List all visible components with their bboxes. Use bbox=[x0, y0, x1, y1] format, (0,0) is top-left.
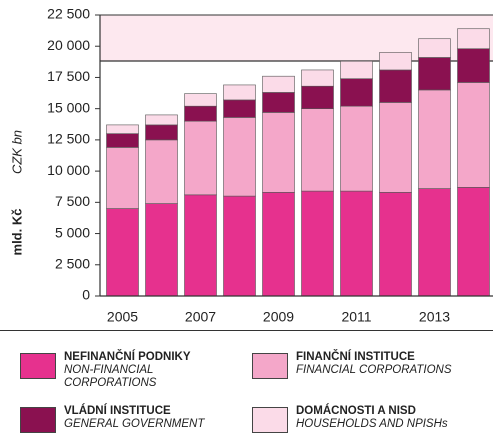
bar-segment bbox=[223, 99, 256, 118]
y-axis-label: mld. Kč bbox=[9, 209, 24, 256]
y-tick-label: 17 500 bbox=[47, 68, 90, 84]
legend-label: DOMÁCNOSTI A NISD bbox=[296, 405, 416, 417]
bar-segment bbox=[262, 75, 295, 93]
bar-segment bbox=[106, 124, 139, 134]
bar-segment bbox=[106, 147, 139, 209]
bar-segment bbox=[106, 133, 139, 148]
bar-segment bbox=[223, 84, 256, 101]
bar-segment bbox=[223, 117, 256, 197]
chart: mld. Kč CZK bn 0 2 500 5 000 7 500 10 000 12 … bbox=[9, 6, 493, 325]
y-axis-label-en: CZK bn bbox=[9, 130, 24, 174]
bar-segment bbox=[184, 194, 217, 297]
bar-segment bbox=[145, 203, 178, 297]
legend-swatch bbox=[252, 407, 288, 433]
x-tick-label: 2011 bbox=[341, 309, 371, 325]
bar-segment bbox=[106, 208, 139, 297]
legend-label: NEFINANČNÍ PODNIKY bbox=[64, 351, 191, 363]
legend-text: NEFINANČNÍ PODNIKY NON-FINANCIAL CORPORAT… bbox=[64, 351, 214, 390]
bar-segment bbox=[301, 85, 334, 109]
y-tick-label: 15 000 bbox=[47, 99, 90, 115]
y-tick-label: 0 bbox=[82, 287, 90, 303]
bar-segment bbox=[301, 190, 334, 297]
bar-segment bbox=[457, 48, 490, 83]
bar-segment bbox=[340, 78, 373, 107]
legend-swatch bbox=[20, 407, 56, 433]
bar-segment bbox=[379, 192, 412, 297]
bar-segment bbox=[457, 187, 490, 297]
legend-swatch bbox=[20, 353, 56, 379]
bar-segment bbox=[418, 188, 451, 297]
legend-label: FINANČNÍ INSTITUCE bbox=[296, 351, 415, 363]
legend-label: FINANCIAL CORPORATIONS bbox=[296, 364, 452, 376]
y-tick-label: 5 000 bbox=[55, 224, 90, 240]
legend-label: GENERAL GOVERNMENT bbox=[64, 418, 205, 430]
legend-item: DOMÁCNOSTI A NISD HOUSEHOLDS AND NPISHs bbox=[252, 405, 486, 433]
legend-text: DOMÁCNOSTI A NISD HOUSEHOLDS AND NPISHs bbox=[296, 405, 486, 431]
bar-segment bbox=[223, 195, 256, 297]
bar-segment bbox=[457, 28, 490, 50]
legend-item: VLÁDNÍ INSTITUCE GENERAL GOVERNMENT bbox=[20, 405, 214, 433]
legend-swatch bbox=[252, 353, 288, 379]
bar-segment bbox=[418, 38, 451, 58]
bar-segment bbox=[184, 105, 217, 122]
y-tick-label: 20 000 bbox=[47, 37, 90, 53]
legend-label: VLÁDNÍ INSTITUCE bbox=[64, 405, 171, 417]
bar-segment bbox=[184, 120, 217, 196]
bar-segment bbox=[340, 190, 373, 297]
bar-segment bbox=[457, 82, 490, 188]
x-tick-label: 2005 bbox=[107, 309, 138, 325]
y-tick-label: 7 500 bbox=[55, 193, 90, 209]
bar-segment bbox=[262, 192, 295, 297]
x-tick-label: 2009 bbox=[263, 309, 294, 325]
bar-segment bbox=[379, 69, 412, 103]
legend: NEFINANČNÍ PODNIKY NON-FINANCIAL CORPORAT… bbox=[0, 330, 493, 440]
bar-segment bbox=[145, 139, 178, 204]
bar-segment bbox=[379, 102, 412, 193]
bar-segment bbox=[340, 60, 373, 79]
y-tick-label: 12 500 bbox=[47, 131, 90, 147]
bar-segment bbox=[145, 114, 178, 126]
legend-label: NON-FINANCIAL CORPORATIONS bbox=[64, 364, 157, 389]
x-tick-label: 2013 bbox=[419, 309, 450, 325]
bar-segment bbox=[184, 93, 217, 107]
legend-label: HOUSEHOLDS AND NPISHs bbox=[296, 418, 448, 430]
legend-text: VLÁDNÍ INSTITUCE GENERAL GOVERNMENT bbox=[64, 405, 214, 431]
bar-segment bbox=[340, 105, 373, 192]
x-tick-label: 2007 bbox=[185, 309, 216, 325]
bar-segment bbox=[301, 108, 334, 192]
bar-segment bbox=[262, 112, 295, 193]
bar-segment bbox=[418, 57, 451, 91]
bar-segment bbox=[145, 124, 178, 141]
bar-segment bbox=[379, 52, 412, 71]
bar-segment bbox=[301, 69, 334, 87]
y-tick-label: 2 500 bbox=[55, 255, 90, 271]
bar-segment bbox=[262, 92, 295, 113]
legend-item: NEFINANČNÍ PODNIKY NON-FINANCIAL CORPORAT… bbox=[20, 351, 214, 390]
legend-item: FINANČNÍ INSTITUCE FINANCIAL CORPORATIONS bbox=[252, 351, 486, 379]
y-tick-label: 22 500 bbox=[47, 6, 90, 22]
legend-text: FINANČNÍ INSTITUCE FINANCIAL CORPORATIONS bbox=[296, 351, 486, 377]
bar-segment bbox=[418, 89, 451, 189]
y-tick-label: 10 000 bbox=[47, 162, 90, 178]
